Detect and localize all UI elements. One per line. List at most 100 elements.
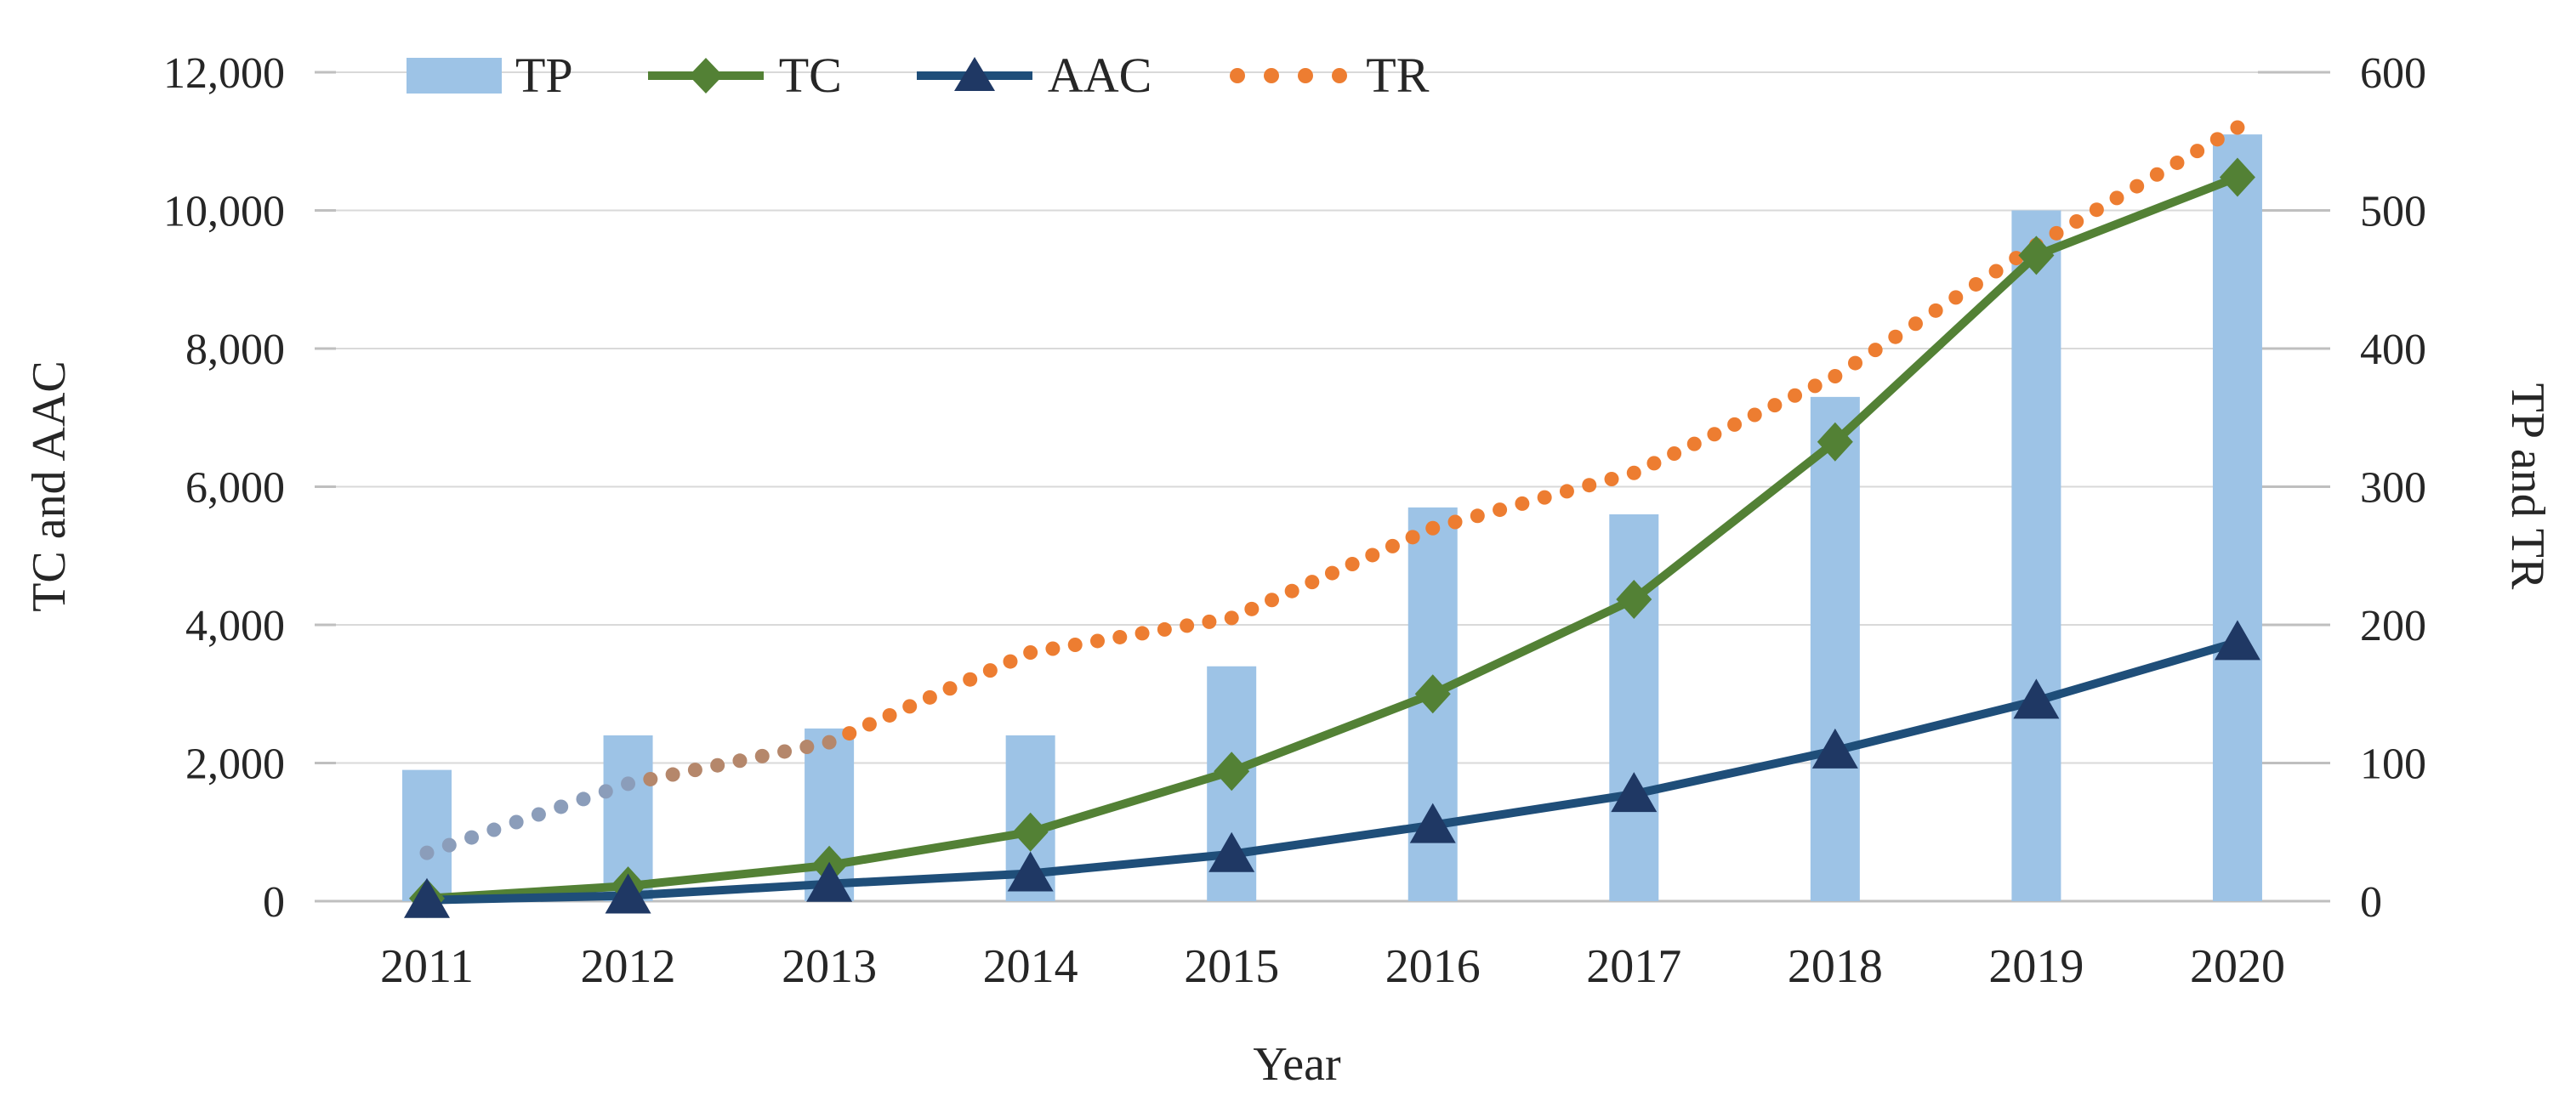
tr-dot xyxy=(1686,436,1702,451)
tr-dot xyxy=(1405,530,1420,545)
x-axis-tick-label: 2011 xyxy=(380,940,474,993)
tr-dot xyxy=(1112,629,1128,644)
tr-dot xyxy=(1828,369,1843,383)
tr-dot xyxy=(2049,225,2064,241)
legend-item-aac: AAC xyxy=(915,51,1152,100)
tr-dot xyxy=(687,763,702,778)
tr-dot xyxy=(1305,575,1320,590)
tr-dot xyxy=(2209,132,2225,147)
tr-dot xyxy=(441,837,457,853)
right-axis-tick-label: 0 xyxy=(2360,878,2382,927)
x-axis-title: Year xyxy=(1253,1038,1341,1091)
tr-dot xyxy=(1788,388,1803,403)
tr-dot xyxy=(982,663,998,678)
x-axis-tick-label: 2013 xyxy=(782,940,877,993)
tr-dot xyxy=(531,807,546,822)
tr-dot xyxy=(1425,520,1441,536)
tr-dot xyxy=(2089,202,2104,218)
aac-line-swatch-icon xyxy=(916,57,1032,91)
legend-label-tc: TC xyxy=(778,48,842,103)
right-axis-tick-label: 200 xyxy=(2360,602,2426,650)
left-axis-tick-label: 8,000 xyxy=(185,326,285,374)
tr-dot xyxy=(2230,120,2245,135)
tr-dot xyxy=(1582,478,1597,493)
legend-item-tr: TR xyxy=(1225,51,1429,100)
aac-marker-2018 xyxy=(1811,728,1858,769)
bar-tp-2017 xyxy=(1609,514,1659,901)
tr-dot xyxy=(1559,484,1574,499)
tr-dot xyxy=(842,726,857,741)
tr-dot xyxy=(754,748,770,763)
right-axis-tick-label: 400 xyxy=(2360,326,2426,374)
tr-dot xyxy=(1365,547,1380,563)
tr-dot xyxy=(643,771,658,786)
right-axis-tick-label: 500 xyxy=(2360,188,2426,236)
x-axis-tick-label: 2016 xyxy=(1385,940,1481,993)
legend: TP TC AAC TR xyxy=(407,51,1429,100)
tr-dot xyxy=(1807,378,1823,394)
tr-dot xyxy=(732,753,748,769)
tc-line-swatch-icon xyxy=(647,58,764,94)
bar-tp-2018 xyxy=(1810,396,1860,901)
tr-dot xyxy=(1345,557,1360,571)
tr-dot xyxy=(1767,398,1783,413)
tr-dot xyxy=(486,822,502,837)
right-axis-title: TP and TR xyxy=(2501,383,2554,590)
tr-dot xyxy=(1515,496,1530,511)
x-axis-tick-label: 2012 xyxy=(581,940,676,993)
x-axis-tick-label: 2020 xyxy=(2190,940,2285,993)
tr-dot xyxy=(1003,654,1018,669)
tr-dot xyxy=(1180,618,1195,633)
tr-dot xyxy=(2190,144,2205,159)
tr-dot xyxy=(1848,355,1863,371)
left-axis-tick-label: 2,000 xyxy=(185,740,285,789)
tc-line xyxy=(426,173,2239,903)
bar-tp-2020 xyxy=(2212,134,2262,901)
tr-dot xyxy=(598,784,613,799)
tr-dot xyxy=(1284,583,1299,599)
tc-marker-2015 xyxy=(1214,752,1250,791)
aac-marker-2014 xyxy=(1007,851,1054,892)
tr-dot xyxy=(822,735,837,750)
tr-dot xyxy=(1604,471,1619,486)
right-axis-tick-label: 300 xyxy=(2360,464,2426,513)
tr-dot xyxy=(1493,502,1508,518)
x-axis-tick-label: 2015 xyxy=(1184,940,1279,993)
tr-dot xyxy=(2169,155,2185,170)
left-axis-tick-label: 4,000 xyxy=(185,602,285,650)
aac-marker-2019 xyxy=(2013,678,2060,719)
tc-marker-2020 xyxy=(2219,157,2255,197)
aac-marker-2017 xyxy=(1611,772,1658,813)
tr-dot xyxy=(509,814,524,830)
aac-marker-2016 xyxy=(1409,803,1456,843)
bar-tp-2019 xyxy=(2011,210,2061,901)
tr-dot xyxy=(1948,290,1964,305)
tr-dot xyxy=(922,689,937,705)
left-axis-tick-label: 10,000 xyxy=(163,188,285,236)
aac-marker-2013 xyxy=(806,861,853,902)
aac-marker-2011 xyxy=(404,877,450,918)
tr-dot xyxy=(799,740,815,755)
aac-marker-2015 xyxy=(1208,831,1255,872)
x-axis-tick-label: 2019 xyxy=(1988,940,2084,993)
left-axis-tick-label: 6,000 xyxy=(185,464,285,513)
tr-dot xyxy=(942,681,958,696)
tc-marker-2019 xyxy=(2018,235,2055,275)
tr-dot xyxy=(1157,621,1172,637)
tr-dot xyxy=(1265,593,1280,608)
tr-dot xyxy=(1324,565,1339,581)
tc-marker-2016 xyxy=(1414,674,1451,714)
tr-dot xyxy=(1626,465,1641,480)
x-axis-tick-label: 2014 xyxy=(983,940,1078,993)
tr-dot xyxy=(2109,190,2124,206)
tc-marker-2018 xyxy=(1817,422,1853,462)
tr-dot xyxy=(1908,316,1923,332)
tp-bar-swatch-icon xyxy=(407,58,502,94)
tr-dot xyxy=(1968,276,1983,292)
tr-dot xyxy=(1134,626,1150,641)
tr-dot xyxy=(665,767,680,782)
legend-item-tc: TC xyxy=(646,51,842,100)
right-axis-tick-label: 600 xyxy=(2360,49,2426,98)
right-axis-tick-label: 100 xyxy=(2360,740,2426,789)
